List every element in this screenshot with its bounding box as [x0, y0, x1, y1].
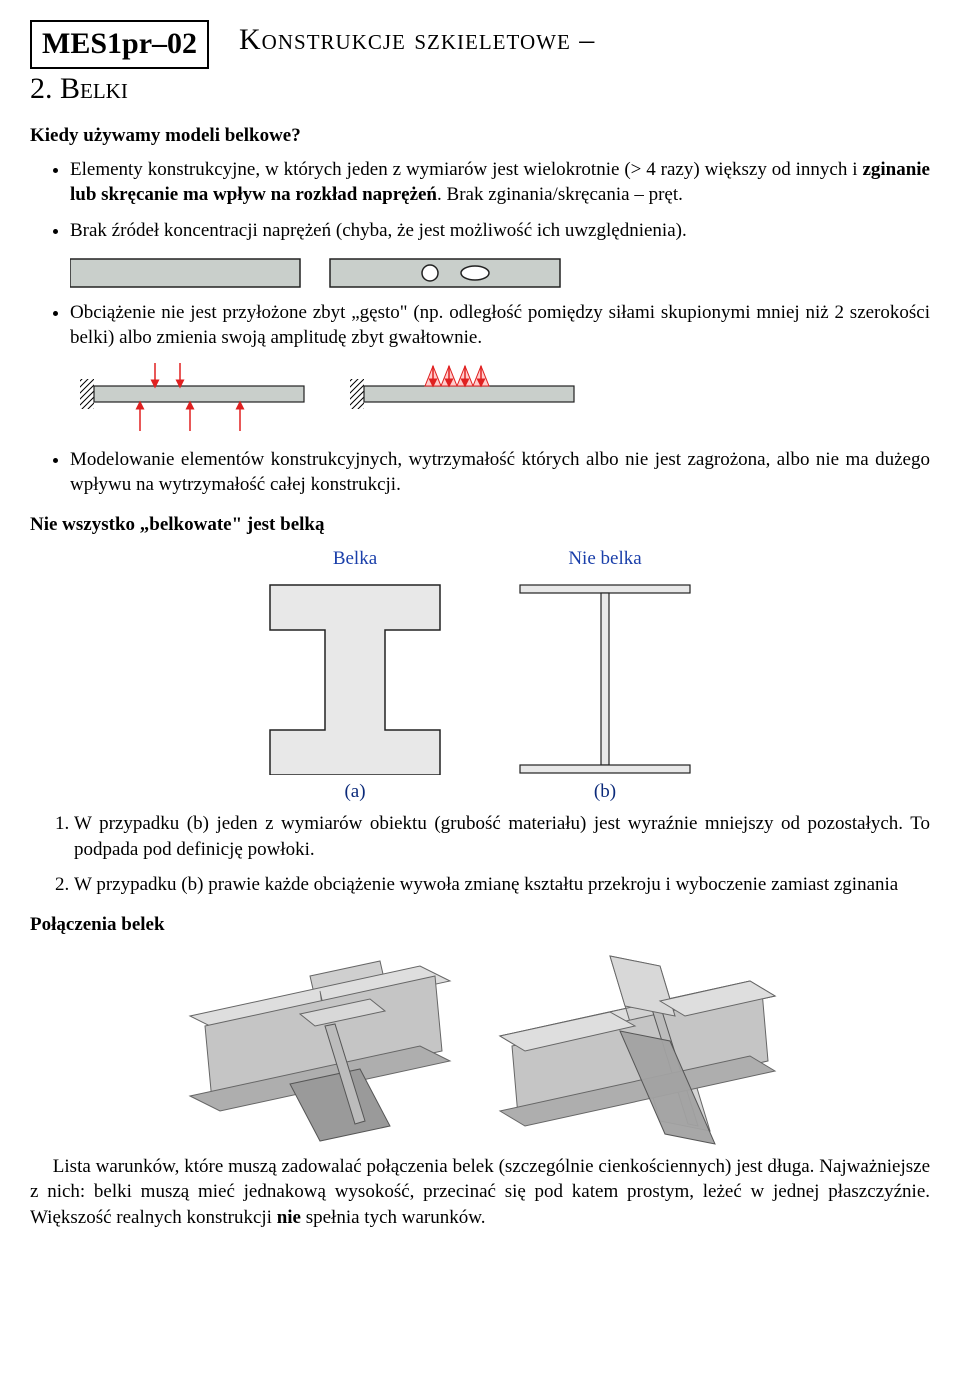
figure-cross-section-a: [260, 575, 450, 775]
figure-beam-connections: [170, 946, 790, 1146]
course-code-box: MES1pr–02: [30, 20, 209, 69]
subheading-connections: Połączenia belek: [30, 912, 930, 938]
bullet-item: Obciążenie nie jest przyłożone zbyt „gęs…: [70, 300, 930, 351]
subheading-notall: Nie wszystko „belkowate" jest belką: [30, 512, 930, 538]
numbered-item: W przypadku (b) prawie każde obciążenie …: [74, 872, 930, 898]
bullet-item: Modelowanie elementów konstrukcyjnych, w…: [70, 447, 930, 498]
compare-figures-row: [30, 575, 930, 775]
compare-labels-row: Belka Nie belka: [30, 546, 930, 572]
header-row: MES1pr–02 Konstrukcje szkieletowe –: [30, 20, 930, 69]
figure-bars-holes: [70, 254, 930, 294]
compare-sublabels-row: (a) (b): [30, 779, 930, 805]
subheading-when: Kiedy używamy modeli belkowe?: [30, 123, 930, 149]
bullet-list-3: Modelowanie elementów konstrukcyjnych, w…: [30, 447, 930, 498]
label-niebelka: Nie belka: [510, 546, 700, 572]
figure-loaded-beams: [70, 361, 930, 441]
bullet-item: Elementy konstrukcyjne, w których jeden …: [70, 157, 930, 208]
course-code: MES1pr–02: [42, 27, 197, 60]
figure-cross-section-b: [510, 575, 700, 775]
label-a: (a): [260, 779, 450, 805]
section-title: 2. Belki: [30, 69, 930, 110]
label-b: (b): [510, 779, 700, 805]
label-belka: Belka: [260, 546, 450, 572]
bullet-list-2: Obciążenie nie jest przyłożone zbyt „gęs…: [30, 300, 930, 351]
bullet-list-1: Elementy konstrukcyjne, w których jeden …: [30, 157, 930, 244]
bullet-item: Brak źródeł koncentracji naprężeń (chyba…: [70, 218, 930, 244]
final-paragraph: Lista warunków, które muszą zadowalać po…: [30, 1154, 930, 1231]
title-main: Konstrukcje szkieletowe –: [239, 20, 595, 61]
numbered-list: W przypadku (b) jeden z wymiarów obiektu…: [30, 811, 930, 898]
numbered-item: W przypadku (b) jeden z wymiarów obiektu…: [74, 811, 930, 862]
